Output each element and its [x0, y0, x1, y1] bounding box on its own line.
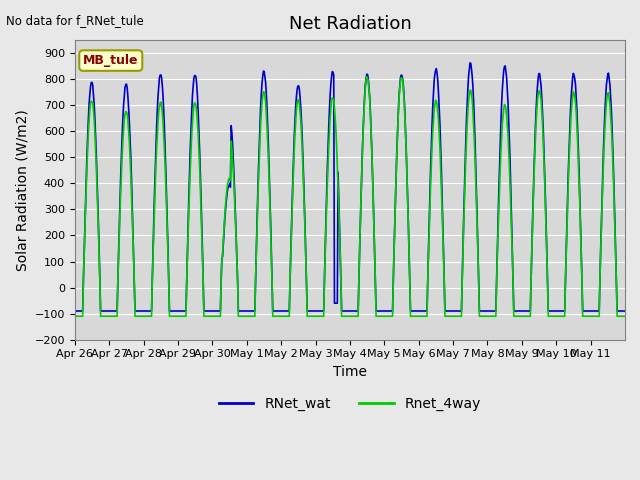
- Rnet_4way: [71, 313, 79, 319]
- Rnet_4way: [408, 313, 415, 319]
- Line: RNet_wat: RNet_wat: [75, 63, 625, 311]
- RNet_wat: [264, 124, 271, 130]
- Rnet_4way: [285, 313, 292, 319]
- Rnet_4way: [136, 313, 143, 319]
- Line: Rnet_4way: Rnet_4way: [75, 77, 625, 316]
- RNet_wat: [621, 308, 629, 314]
- RNet_wat: [438, 167, 445, 172]
- Legend: RNet_wat, Rnet_4way: RNet_wat, Rnet_4way: [213, 391, 486, 417]
- X-axis label: Time: Time: [333, 365, 367, 379]
- Y-axis label: Solar Radiation (W/m2): Solar Radiation (W/m2): [15, 109, 29, 271]
- RNet_wat: [285, 308, 292, 314]
- Rnet_4way: [621, 313, 629, 319]
- Text: No data for f_RNet_tule: No data for f_RNet_tule: [6, 14, 144, 27]
- Rnet_4way: [438, 205, 446, 211]
- Rnet_4way: [363, 74, 371, 80]
- RNet_wat: [237, 308, 244, 314]
- RNet_wat: [406, 308, 414, 314]
- Rnet_4way: [264, 141, 271, 147]
- Text: MB_tule: MB_tule: [83, 54, 138, 67]
- Rnet_4way: [237, 313, 244, 319]
- Title: Net Radiation: Net Radiation: [289, 15, 412, 33]
- RNet_wat: [71, 308, 79, 314]
- RNet_wat: [136, 308, 143, 314]
- RNet_wat: [466, 60, 474, 66]
